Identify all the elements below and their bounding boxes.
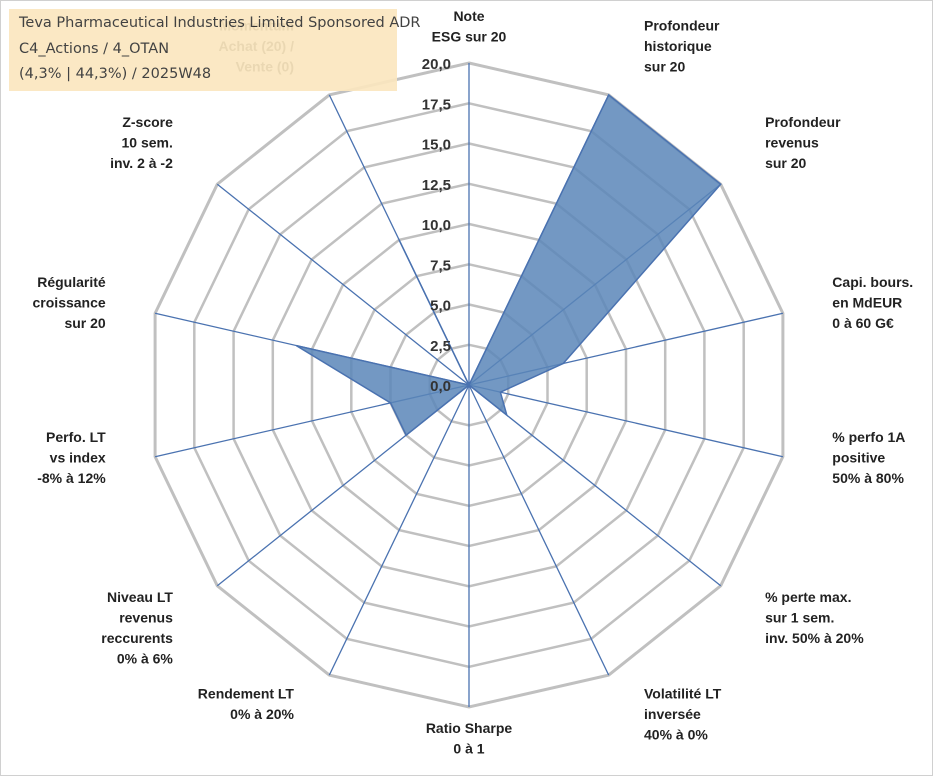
info-category: C4_Actions / 4_OTAN <box>19 41 170 57</box>
info-title: Teva Pharmaceutical Industries Limited S… <box>19 15 421 31</box>
radar-series <box>295 93 722 437</box>
axis-label-line: 50% à 80% <box>832 470 904 486</box>
axis-label-line: inversée <box>644 706 701 722</box>
axis-label-line: 0 à 60 G€ <box>832 315 894 331</box>
axis-label-line: inv. 2 à -2 <box>110 155 173 171</box>
axis-spoke <box>468 384 610 676</box>
axis-label-line: sur 20 <box>765 155 806 171</box>
axis-label-line: sur 1 sem. <box>765 610 834 626</box>
axis-label-line: en MdEUR <box>832 295 902 311</box>
axis-spoke <box>328 384 470 676</box>
axis-label: % perte max. sur 1 sem. inv. 50% à 20% <box>765 589 864 646</box>
axis-label-line: croissance <box>33 295 106 311</box>
axis-label: Ratio Sharpe 0 à 1 <box>426 720 513 757</box>
axis-label-line: positive <box>832 449 885 465</box>
axis-label-line: Régularité <box>37 274 106 290</box>
axis-label-line: Ratio Sharpe <box>426 720 513 736</box>
axis-label-line: reccurents <box>101 630 173 646</box>
axis-label-line: Z-score <box>122 114 173 130</box>
axis-label-line: 10 sem. <box>122 135 173 151</box>
axis-label-line: ESG sur 20 <box>432 29 507 45</box>
axis-label: Note ESG sur 20 <box>432 8 507 45</box>
axis-labels: Note ESG sur 20 Profondeur historique sur 20… <box>33 8 914 757</box>
series-area <box>295 93 722 437</box>
axis-spoke <box>216 183 470 386</box>
axis-label: Régularité croissance sur 20 <box>33 274 106 331</box>
axis-label-line: % perte max. <box>765 589 851 605</box>
axis-label: Z-score 10 sem. inv. 2 à -2 <box>110 114 173 171</box>
axis-spoke <box>468 384 784 458</box>
axis-label-line: revenus <box>765 135 819 151</box>
axis-label-line: Profondeur <box>644 18 720 34</box>
axis-label: Rendement LT 0% à 20% <box>198 686 295 723</box>
axis-label-line: sur 20 <box>64 315 105 331</box>
axis-label: % perfo 1A positive 50% à 80% <box>832 429 905 486</box>
axis-label-line: Note <box>453 8 484 24</box>
axis-label-line: Rendement LT <box>198 686 295 702</box>
axis-label-line: Volatilité LT <box>644 686 722 702</box>
axis-label-line: sur 20 <box>644 59 685 75</box>
axis-label-line: 0% à 20% <box>230 706 294 722</box>
axis-label-line: -8% à 12% <box>37 470 106 486</box>
axis-label: Volatilité LT inversée 40% à 0% <box>644 686 722 743</box>
axis-label: Capi. bours. en MdEUR 0 à 60 G€ <box>832 274 913 331</box>
info-box: Teva Pharmaceutical Industries Limited S… <box>9 9 421 91</box>
axis-label-line: Capi. bours. <box>832 274 913 290</box>
axis-label-line: 0 à 1 <box>453 741 484 757</box>
axis-label-line: Niveau LT <box>107 589 173 605</box>
axis-label-line: inv. 50% à 20% <box>765 630 864 646</box>
axis-label-line: % perfo 1A <box>832 429 905 445</box>
axis-label-line: Perfo. LT <box>46 429 106 445</box>
info-stats: (4,3% | 44,3%) / 2025W48 <box>19 66 212 82</box>
axis-label: Profondeur historique sur 20 <box>644 18 720 75</box>
axis-label: Perfo. LT vs index -8% à 12% <box>37 429 106 486</box>
axis-label-line: revenus <box>119 610 173 626</box>
axis-label-line: historique <box>644 38 712 54</box>
axis-label: Profondeur revenus sur 20 <box>765 114 841 171</box>
axis-spoke <box>468 384 722 587</box>
axis-label-line: 40% à 0% <box>644 727 708 743</box>
axis-label-line: Profondeur <box>765 114 841 130</box>
axis-label-line: 0% à 6% <box>117 651 174 667</box>
axis-label: Niveau LT revenus reccurents 0% à 6% <box>101 589 173 667</box>
axis-label-line: vs index <box>50 449 106 465</box>
